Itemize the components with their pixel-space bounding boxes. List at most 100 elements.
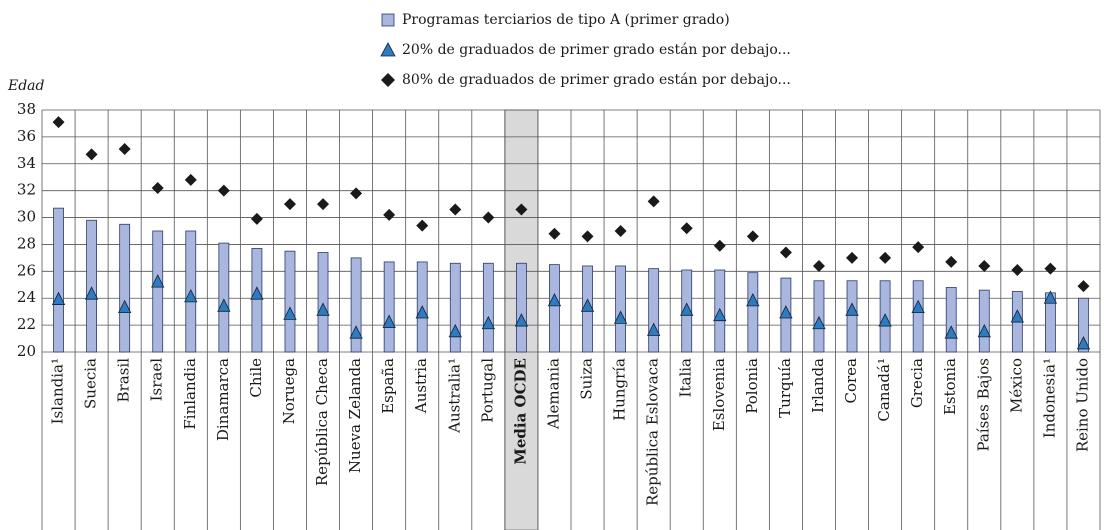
diamond-marker (515, 203, 528, 216)
bar (648, 268, 660, 353)
triangle-marker (911, 299, 925, 314)
x-tick-label: Brasil (115, 358, 133, 403)
bar (549, 264, 560, 353)
triangle-marker (713, 307, 727, 322)
x-tick-label: Media OCDE (511, 358, 529, 465)
x-tick-label: Australia¹ (445, 358, 463, 434)
x-tick-label: Indonesia¹ (1040, 358, 1058, 438)
diamond-marker (151, 181, 164, 194)
y-tick-label: 30 (17, 208, 36, 226)
y-tick-label: 38 (17, 100, 36, 118)
bar (846, 280, 858, 353)
diamond-marker (879, 251, 892, 264)
triangle-marker (944, 325, 958, 339)
bar (1078, 297, 1089, 353)
y-axis-label: Edad (7, 78, 45, 94)
x-tick-label: Hungría (611, 358, 629, 421)
y-tick-label: 32 (17, 181, 36, 199)
x-tick-label: Dinamarca (214, 358, 232, 441)
diamond-marker (416, 219, 429, 232)
diamond-marker (581, 230, 594, 243)
diamond-marker (1011, 263, 1024, 276)
diamond-marker (184, 173, 197, 186)
bar (945, 287, 957, 353)
bar (251, 248, 263, 353)
triangle-marker (547, 293, 562, 307)
x-tick-label: Irlanda (809, 358, 827, 413)
y-tick-label: 26 (17, 261, 36, 279)
diamond-marker (945, 255, 958, 268)
x-tick-label: Chile (247, 358, 265, 398)
bar (449, 262, 461, 353)
x-tick-label: Grecia (908, 358, 926, 408)
triangle-marker (613, 310, 628, 324)
y-tick-label: 36 (17, 127, 36, 145)
x-tick-label: Portugal (478, 358, 496, 423)
x-tick-label: México (1007, 358, 1025, 413)
x-tick-label: Noruega (280, 358, 298, 424)
triangle-marker (746, 293, 760, 307)
triangle-marker (250, 286, 264, 300)
triangle-marker (51, 291, 66, 305)
bar (912, 280, 924, 353)
bar (53, 207, 64, 353)
bar (747, 272, 759, 353)
legend-swatch (380, 42, 396, 57)
diamond-marker (217, 184, 230, 197)
x-tick-label: Reino Unido (1073, 358, 1091, 452)
x-tick-label: Israel (148, 358, 166, 402)
triangle-marker (118, 299, 132, 314)
diamond-marker (118, 142, 131, 155)
legend-label: 20% de graduados de primer grado están p… (402, 42, 791, 58)
diamond-marker (978, 259, 991, 272)
triangle-marker (1010, 309, 1024, 323)
diamond-marker (548, 227, 561, 240)
triangle-marker (283, 306, 297, 320)
diamond-marker (614, 225, 627, 237)
bar (218, 242, 230, 353)
legend-swatch (381, 13, 395, 27)
x-tick-label: República Eslovaca (644, 358, 662, 506)
y-tick-label: 28 (17, 234, 36, 252)
bar (482, 262, 494, 353)
triangle-marker (382, 314, 396, 328)
bar (350, 257, 362, 353)
x-tick-label: Eslovenia (710, 358, 728, 431)
triangle-marker (779, 305, 793, 319)
triangle-marker (349, 325, 363, 339)
diamond-marker (283, 198, 296, 211)
triangle-marker (481, 315, 495, 330)
bar (383, 261, 395, 353)
triangle-marker (878, 313, 892, 327)
triangle-marker (812, 315, 826, 330)
diamond-marker (746, 230, 759, 243)
triangle-marker (151, 274, 165, 288)
diamond-marker (85, 148, 98, 161)
triangle-marker (217, 298, 231, 312)
x-tick-label: República Checa (313, 358, 331, 486)
x-tick-label: Corea (842, 358, 860, 404)
diamond-marker (1044, 262, 1057, 275)
bar (978, 289, 990, 353)
triangle-marker (514, 313, 529, 327)
x-tick-label: Turquía (776, 358, 794, 418)
diamond-marker (680, 222, 693, 235)
legend-swatch (381, 73, 395, 87)
diamond-marker (912, 241, 925, 254)
x-tick-label: Islandia¹ (49, 358, 67, 424)
triangle-marker (647, 322, 661, 336)
legend-label: 80% de graduados de primer grado están p… (402, 72, 791, 88)
triangle-marker (580, 298, 595, 312)
triangle-marker (680, 302, 694, 316)
triangle-marker (84, 286, 99, 300)
diamond-marker (1077, 280, 1090, 293)
x-tick-label: Polonia (743, 358, 761, 414)
x-tick-label: Italia (677, 358, 695, 397)
x-tick-label: Países Bajos (974, 358, 992, 452)
diamond-marker (350, 187, 363, 200)
bar (284, 250, 296, 353)
x-tick-label: España (379, 358, 397, 414)
triangle-marker (316, 302, 330, 316)
diamond-marker (317, 198, 330, 211)
